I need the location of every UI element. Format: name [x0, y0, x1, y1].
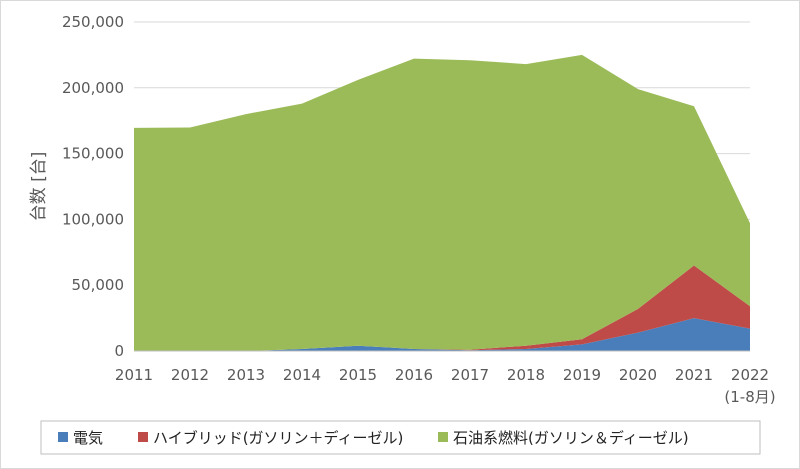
legend-swatch	[438, 432, 448, 442]
area-series-1	[134, 318, 750, 351]
y-tick-label: 200,000	[62, 79, 124, 97]
x-tick-label: 2018	[507, 366, 545, 384]
y-tick-label: 100,000	[62, 210, 124, 228]
x-tick-sublabel: (1-8月)	[724, 388, 775, 406]
y-tick-label: 50,000	[72, 276, 125, 294]
y-axis-title: 台数 [台]	[29, 152, 49, 222]
x-tick-label: 2011	[115, 366, 153, 384]
x-tick-label: 2019	[563, 366, 601, 384]
legend: 電気 ハイブリッド(ガソリン＋ディーゼル) 石油系燃料(ガソリン＆ディーゼル)	[40, 420, 761, 455]
y-tick-label: 250,000	[62, 13, 124, 31]
legend-swatch	[58, 432, 68, 442]
y-tick-label: 0	[114, 342, 124, 360]
area-series-3	[134, 54, 750, 352]
x-tick-label: 2022	[731, 366, 769, 384]
x-tick-label: 2014	[283, 366, 321, 384]
axes: 0 50,000 100,000 150,000 200,000 250,000 2011 2…	[29, 13, 776, 406]
x-tick-label: 2021	[675, 366, 713, 384]
legend-label: 電気	[73, 429, 103, 447]
legend-label: ハイブリッド(ガソリン＋ディーゼル)	[153, 429, 403, 447]
legend-swatch	[138, 432, 148, 442]
area-series-2	[134, 265, 750, 351]
x-tick-label: 2012	[171, 366, 209, 384]
legend-box	[40, 420, 761, 455]
data-areas	[134, 54, 750, 352]
y-tick-label: 150,000	[62, 145, 124, 163]
x-tick-label: 2015	[339, 366, 377, 384]
legend-label: 石油系燃料(ガソリン＆ディーゼル)	[453, 429, 689, 447]
x-tick-label: 2013	[227, 366, 265, 384]
x-tick-label: 2017	[451, 366, 489, 384]
x-tick-label: 2020	[619, 366, 657, 384]
x-tick-label: 2016	[395, 366, 433, 384]
